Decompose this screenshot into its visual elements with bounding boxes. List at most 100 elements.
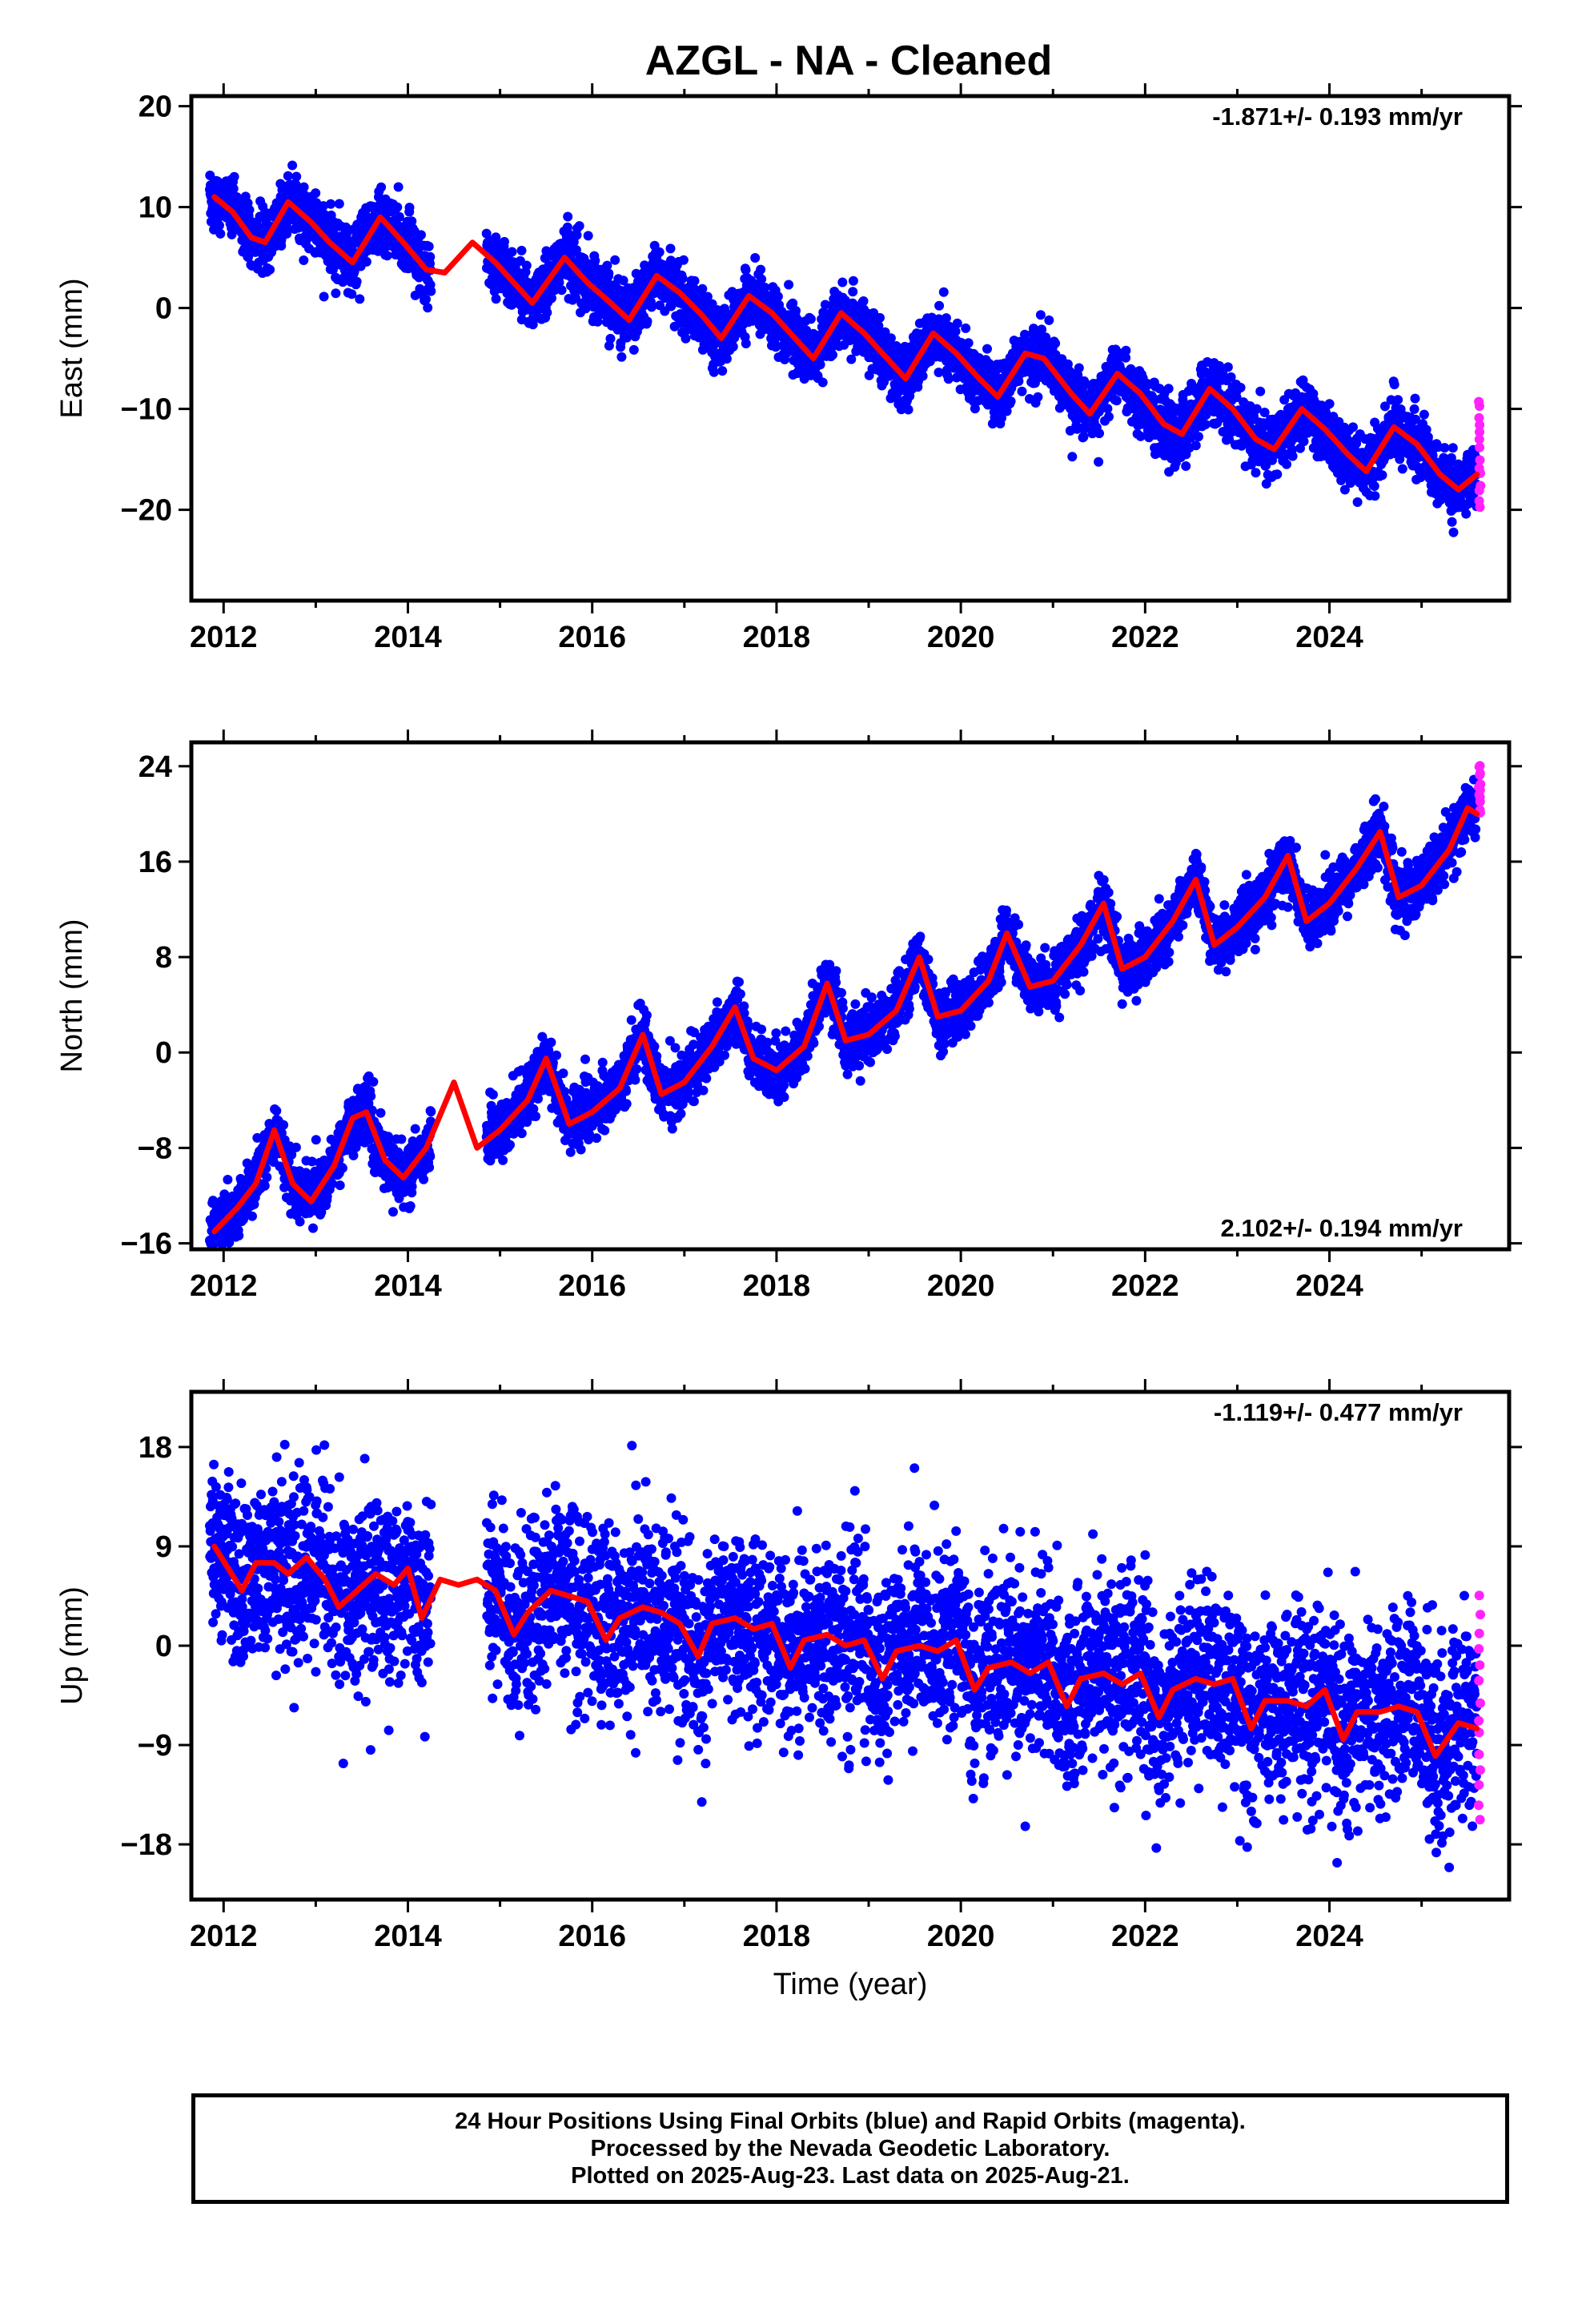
data-point	[1102, 404, 1113, 414]
data-point	[1194, 432, 1203, 442]
data-point	[223, 1175, 233, 1184]
data-point	[1421, 424, 1431, 435]
data-point	[423, 303, 433, 313]
data-point	[282, 223, 292, 234]
data-point	[982, 344, 992, 354]
data-point	[265, 264, 275, 275]
data-point	[215, 220, 224, 231]
x-tick-label: 2018	[743, 621, 811, 654]
data-point	[646, 302, 656, 312]
data-point	[820, 300, 830, 310]
data-point	[318, 201, 328, 211]
rapid-point	[1474, 496, 1484, 506]
figure-title: AZGL - NA - Cleaned	[645, 38, 1052, 84]
rapid-point	[1474, 463, 1484, 473]
data-point	[361, 256, 371, 267]
rapid-point	[1475, 420, 1485, 430]
data-point	[678, 255, 689, 265]
data-point	[784, 279, 794, 290]
data-point	[817, 377, 828, 388]
x-tick-label: 2020	[927, 621, 995, 654]
data-point	[311, 188, 321, 199]
y-tick-label: −20	[121, 494, 172, 528]
data-point	[299, 182, 309, 192]
data-point	[393, 182, 404, 192]
data-point	[1186, 432, 1196, 443]
model-curve	[211, 194, 1480, 493]
data-point	[689, 283, 699, 294]
data-point	[697, 283, 708, 294]
data-point	[1017, 386, 1027, 396]
data-point	[846, 354, 857, 364]
data-point	[229, 171, 239, 182]
data-point	[1078, 432, 1089, 442]
data-point	[1411, 414, 1421, 424]
data-point	[224, 1237, 235, 1248]
data-point	[858, 296, 869, 306]
data-point	[421, 294, 431, 304]
plot-frame	[189, 94, 1512, 603]
data-point	[805, 314, 816, 324]
panel-north: 2012 2014 2016 2018 2020 2022 2024241680−8−16N…	[55, 730, 1522, 1303]
data-point	[1393, 395, 1403, 405]
data-point	[1104, 412, 1114, 422]
data-point	[1251, 404, 1262, 414]
data-point	[1226, 372, 1236, 382]
data-point	[788, 298, 798, 308]
data-point	[1231, 392, 1242, 403]
data-point	[1135, 431, 1146, 441]
data-point	[574, 221, 584, 231]
data-point	[903, 404, 913, 415]
data-point	[848, 287, 858, 297]
data-point	[1377, 470, 1387, 480]
data-point	[424, 241, 434, 251]
x-tick-label: 2014	[374, 621, 442, 654]
panels-group: 2012 2014 2016 2018 2020 2022 202420100−10−20E…	[55, 83, 1522, 1953]
data-point	[347, 289, 357, 300]
data-point	[1081, 379, 1090, 389]
data-point	[228, 183, 239, 194]
data-point	[1067, 452, 1078, 462]
data-point	[1423, 432, 1433, 442]
data-point	[1215, 360, 1225, 371]
data-point	[1235, 383, 1246, 392]
data-point	[287, 160, 298, 171]
data-point	[1380, 401, 1390, 412]
data-point	[1074, 363, 1084, 373]
y-tick-label: 20	[139, 90, 172, 124]
data-point	[319, 292, 329, 302]
data-point	[1121, 345, 1131, 356]
data-point	[1050, 338, 1061, 348]
rapid-orbit-points	[1474, 396, 1486, 513]
y-tick-label: 10	[139, 191, 172, 225]
data-point	[407, 216, 417, 227]
data-point	[938, 287, 949, 297]
data-point	[234, 1230, 244, 1240]
data-point	[741, 339, 751, 348]
data-point	[491, 232, 501, 243]
data-point	[1345, 478, 1355, 489]
y-tick-label: −10	[121, 393, 172, 427]
data-point	[1191, 440, 1201, 451]
data-point	[815, 360, 825, 370]
data-point	[677, 273, 688, 283]
data-point	[1020, 329, 1030, 340]
data-point	[1448, 527, 1459, 537]
data-point	[425, 251, 436, 262]
data-point	[481, 228, 492, 239]
rapid-point	[1474, 412, 1484, 423]
data-point	[1251, 468, 1261, 478]
data-point	[604, 268, 614, 279]
data-point	[628, 344, 639, 355]
data-point	[741, 265, 751, 275]
data-point	[654, 247, 665, 257]
data-point	[771, 342, 781, 352]
data-point	[1410, 393, 1420, 404]
data-point	[943, 374, 954, 384]
data-point	[689, 275, 700, 286]
data-point	[1287, 451, 1298, 461]
data-point	[382, 251, 392, 261]
data-point	[837, 277, 848, 287]
data-point	[1339, 485, 1350, 495]
data-point	[491, 294, 501, 304]
